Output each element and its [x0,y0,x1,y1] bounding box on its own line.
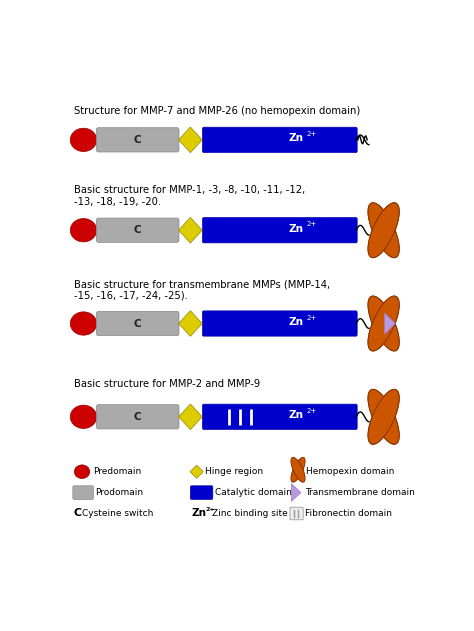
Polygon shape [368,389,399,444]
FancyBboxPatch shape [202,311,357,336]
FancyBboxPatch shape [202,404,357,430]
Text: Hemopexin domain: Hemopexin domain [306,467,394,476]
Text: Zn: Zn [191,509,207,519]
Text: Zinc binding site: Zinc binding site [212,509,288,518]
Polygon shape [179,404,202,430]
Polygon shape [368,296,399,351]
Text: 2+: 2+ [307,315,317,321]
Polygon shape [368,296,399,351]
FancyBboxPatch shape [96,311,179,336]
Polygon shape [179,127,202,153]
Ellipse shape [70,128,97,151]
Polygon shape [368,296,399,351]
Polygon shape [291,457,305,482]
Text: 2+: 2+ [307,131,317,137]
Text: Basic structure for MMP-2 and MMP-9: Basic structure for MMP-2 and MMP-9 [74,379,260,389]
Polygon shape [368,389,399,444]
Text: C: C [134,135,142,145]
Text: C: C [134,412,142,422]
Polygon shape [292,484,301,502]
Polygon shape [368,203,399,257]
FancyBboxPatch shape [96,218,179,242]
Text: 2+: 2+ [307,408,317,414]
FancyBboxPatch shape [96,127,179,152]
Text: 2+: 2+ [307,221,317,227]
Polygon shape [368,389,399,444]
Polygon shape [368,203,399,257]
Text: C: C [134,319,142,329]
Text: Zn: Zn [289,224,304,233]
FancyBboxPatch shape [202,218,357,243]
Text: Predomain: Predomain [93,467,141,476]
Ellipse shape [70,218,97,242]
FancyBboxPatch shape [290,507,303,520]
FancyBboxPatch shape [202,127,357,153]
Polygon shape [384,313,395,334]
Polygon shape [190,465,203,478]
Text: Basic structure for transmembrane MMPs (MMP-14,
-15, -16, -17, -24, -25).: Basic structure for transmembrane MMPs (… [74,280,330,301]
Text: Zn: Zn [289,410,304,420]
Polygon shape [368,203,399,257]
FancyBboxPatch shape [73,486,93,499]
Polygon shape [291,457,305,482]
Text: 2+: 2+ [205,507,215,512]
Text: Basic structure for MMP-1, -3, -8, -10, -11, -12,
-13, -18, -19, -20.: Basic structure for MMP-1, -3, -8, -10, … [74,185,305,206]
Ellipse shape [74,465,90,478]
Polygon shape [368,389,399,444]
Text: C: C [74,509,82,519]
Text: Zn: Zn [289,133,304,143]
FancyBboxPatch shape [191,486,213,499]
Text: C: C [134,225,142,235]
Text: Prodomain: Prodomain [95,488,143,497]
Polygon shape [368,296,399,351]
Text: Cysteine switch: Cysteine switch [82,509,154,518]
Text: Transmembrane domain: Transmembrane domain [305,488,415,497]
Text: Hinge region: Hinge region [205,467,263,476]
Polygon shape [368,203,399,257]
FancyBboxPatch shape [96,404,179,429]
Polygon shape [179,310,202,336]
Text: Fibronectin domain: Fibronectin domain [305,509,392,518]
Ellipse shape [70,405,97,428]
Text: Zn: Zn [289,317,304,327]
Text: Structure for MMP-7 and MMP-26 (no hemopexin domain): Structure for MMP-7 and MMP-26 (no hemop… [74,106,360,116]
Ellipse shape [70,312,97,335]
Polygon shape [179,217,202,243]
Text: Catalytic domain: Catalytic domain [215,488,292,497]
